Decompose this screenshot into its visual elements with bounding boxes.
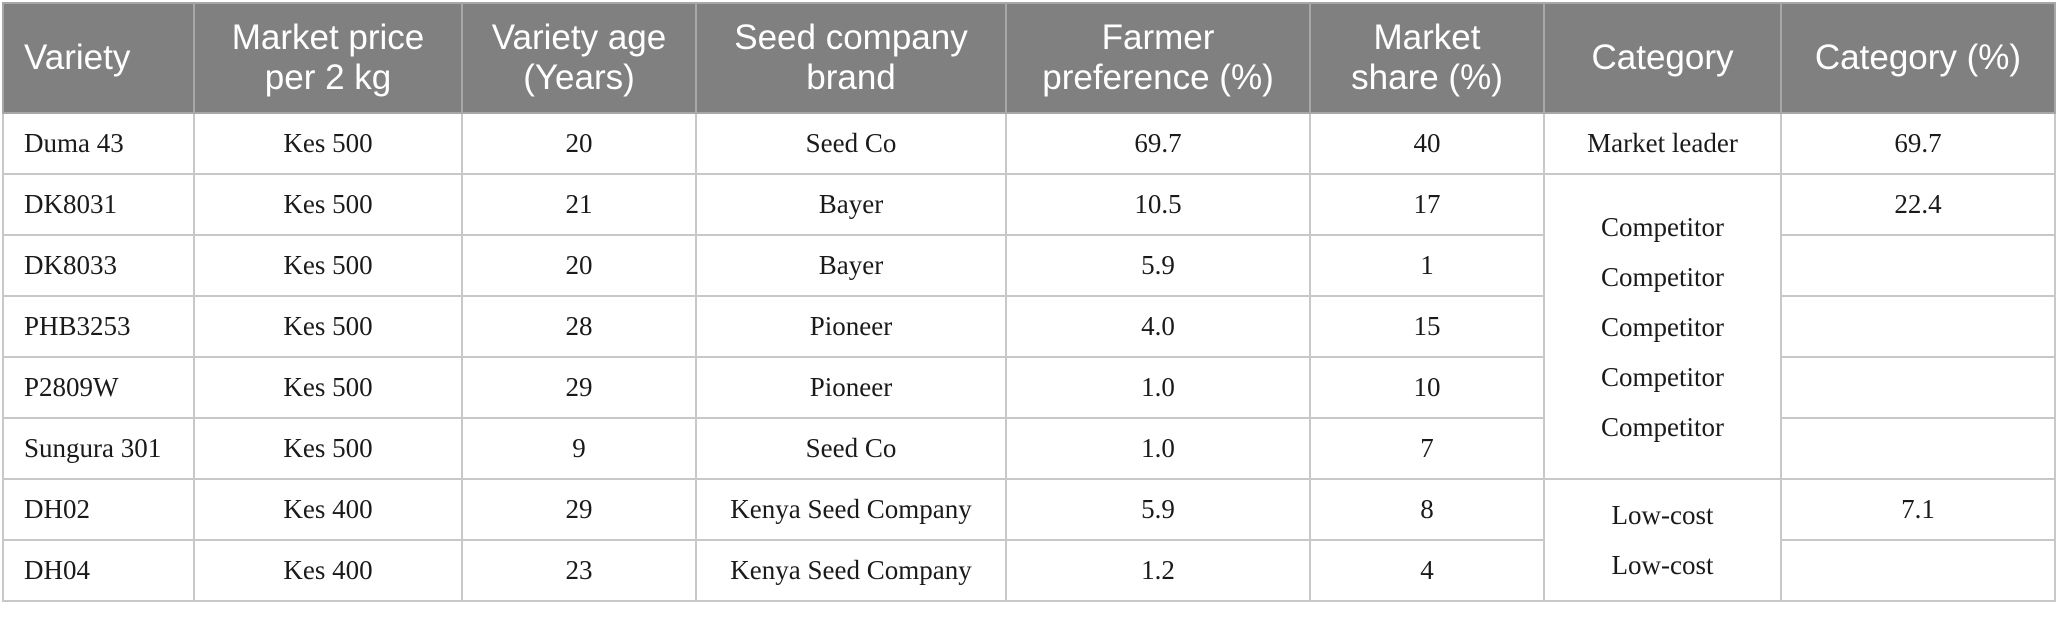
category-label: Competitor <box>1601 361 1724 392</box>
cell-age: 20 <box>461 234 697 297</box>
competitor-label-list: Competitor Competitor Competitor Competi… <box>1545 202 1780 452</box>
cell-preference: 1.0 <box>1005 356 1311 419</box>
cell-brand: Seed Co <box>695 112 1007 175</box>
cell-variety: DH04 <box>2 539 195 602</box>
table-row: DK8031 Kes 500 21 Bayer 10.5 17 Competit… <box>2 173 2056 480</box>
cell-category-pct-market-leader: 69.7 <box>1780 112 2056 175</box>
table-row: DK8033 Kes 500 20 Bayer 5.9 1 <box>2 234 2056 297</box>
header-preference: Farmer preference (%) <box>1005 2 1311 114</box>
cell-brand: Pioneer <box>695 295 1007 358</box>
header-row: Variety Market price per 2 kg Variety ag… <box>2 2 2056 114</box>
cell-preference: 10.5 <box>1005 173 1311 236</box>
cell-category-pct-competitor: 22.4 <box>1780 173 2056 236</box>
cell-category-pct-empty <box>1780 539 2056 602</box>
cell-age: 28 <box>461 295 697 358</box>
table-row: Sungura 301 Kes 500 9 Seed Co 1.0 7 <box>2 417 2056 480</box>
category-label: Competitor <box>1601 261 1724 292</box>
category-label: Low-cost <box>1611 500 1714 530</box>
cell-brand: Bayer <box>695 234 1007 297</box>
header-variety: Variety <box>2 2 195 114</box>
cell-age: 29 <box>461 356 697 419</box>
low-cost-label-list: Low-cost Low-cost <box>1545 490 1780 590</box>
cell-age: 20 <box>461 112 697 175</box>
cell-price: Kes 400 <box>193 539 463 602</box>
cell-price: Kes 500 <box>193 173 463 236</box>
cell-share: 1 <box>1309 234 1545 297</box>
table-row: DH02 Kes 400 29 Kenya Seed Company 5.9 8… <box>2 478 2056 602</box>
cell-price: Kes 500 <box>193 356 463 419</box>
cell-share: 17 <box>1309 173 1545 236</box>
cell-variety: DK8031 <box>2 173 195 236</box>
cell-price: Kes 500 <box>193 112 463 175</box>
cell-category-pct-empty <box>1780 295 2056 358</box>
seed-variety-table: Variety Market price per 2 kg Variety ag… <box>2 2 2056 602</box>
cell-variety: PHB3253 <box>2 295 195 358</box>
category-label: Competitor <box>1601 311 1724 342</box>
cell-price: Kes 400 <box>193 478 463 541</box>
cell-share: 40 <box>1309 112 1545 175</box>
cell-variety: DK8033 <box>2 234 195 297</box>
cell-category-pct-empty <box>1780 234 2056 297</box>
cell-preference: 5.9 <box>1005 234 1311 297</box>
cell-price: Kes 500 <box>193 417 463 480</box>
header-category-pct: Category (%) <box>1780 2 2056 114</box>
header-age: Variety age (Years) <box>461 2 697 114</box>
cell-preference: 1.0 <box>1005 417 1311 480</box>
cell-price: Kes 500 <box>193 295 463 358</box>
cell-share: 7 <box>1309 417 1545 480</box>
cell-category-pct-empty <box>1780 417 2056 480</box>
header-brand: Seed company brand <box>695 2 1007 114</box>
cell-preference: 69.7 <box>1005 112 1311 175</box>
cell-brand: Pioneer <box>695 356 1007 419</box>
table-row: PHB3253 Kes 500 28 Pioneer 4.0 15 <box>2 295 2056 358</box>
cell-share: 8 <box>1309 478 1545 541</box>
cell-category-low-cost: Low-cost Low-cost <box>1543 478 1782 602</box>
cell-price: Kes 500 <box>193 234 463 297</box>
cell-variety: Duma 43 <box>2 112 195 175</box>
cell-category-pct-empty <box>1780 356 2056 419</box>
cell-category-market-leader: Market leader <box>1543 112 1782 175</box>
category-label: Competitor <box>1601 411 1724 442</box>
header-price: Market price per 2 kg <box>193 2 463 114</box>
header-category: Category <box>1543 2 1782 114</box>
cell-share: 4 <box>1309 539 1545 602</box>
cell-age: 21 <box>461 173 697 236</box>
cell-category-competitor: Competitor Competitor Competitor Competi… <box>1543 173 1782 480</box>
cell-brand: Bayer <box>695 173 1007 236</box>
cell-variety: P2809W <box>2 356 195 419</box>
cell-category-pct-low-cost: 7.1 <box>1780 478 2056 541</box>
table-row: DH04 Kes 400 23 Kenya Seed Company 1.2 4 <box>2 539 2056 602</box>
table-row: Duma 43 Kes 500 20 Seed Co 69.7 40 Marke… <box>2 112 2056 175</box>
cell-preference: 4.0 <box>1005 295 1311 358</box>
cell-brand: Kenya Seed Company <box>695 539 1007 602</box>
cell-brand: Seed Co <box>695 417 1007 480</box>
cell-preference: 1.2 <box>1005 539 1311 602</box>
table-row: P2809W Kes 500 29 Pioneer 1.0 10 <box>2 356 2056 419</box>
cell-brand: Kenya Seed Company <box>695 478 1007 541</box>
cell-age: 29 <box>461 478 697 541</box>
cell-age: 23 <box>461 539 697 602</box>
cell-share: 10 <box>1309 356 1545 419</box>
cell-preference: 5.9 <box>1005 478 1311 541</box>
category-label: Competitor <box>1601 211 1724 242</box>
cell-age: 9 <box>461 417 697 480</box>
cell-share: 15 <box>1309 295 1545 358</box>
category-label: Low-cost <box>1611 550 1714 580</box>
cell-variety: Sungura 301 <box>2 417 195 480</box>
cell-variety: DH02 <box>2 478 195 541</box>
header-share: Market share (%) <box>1309 2 1545 114</box>
